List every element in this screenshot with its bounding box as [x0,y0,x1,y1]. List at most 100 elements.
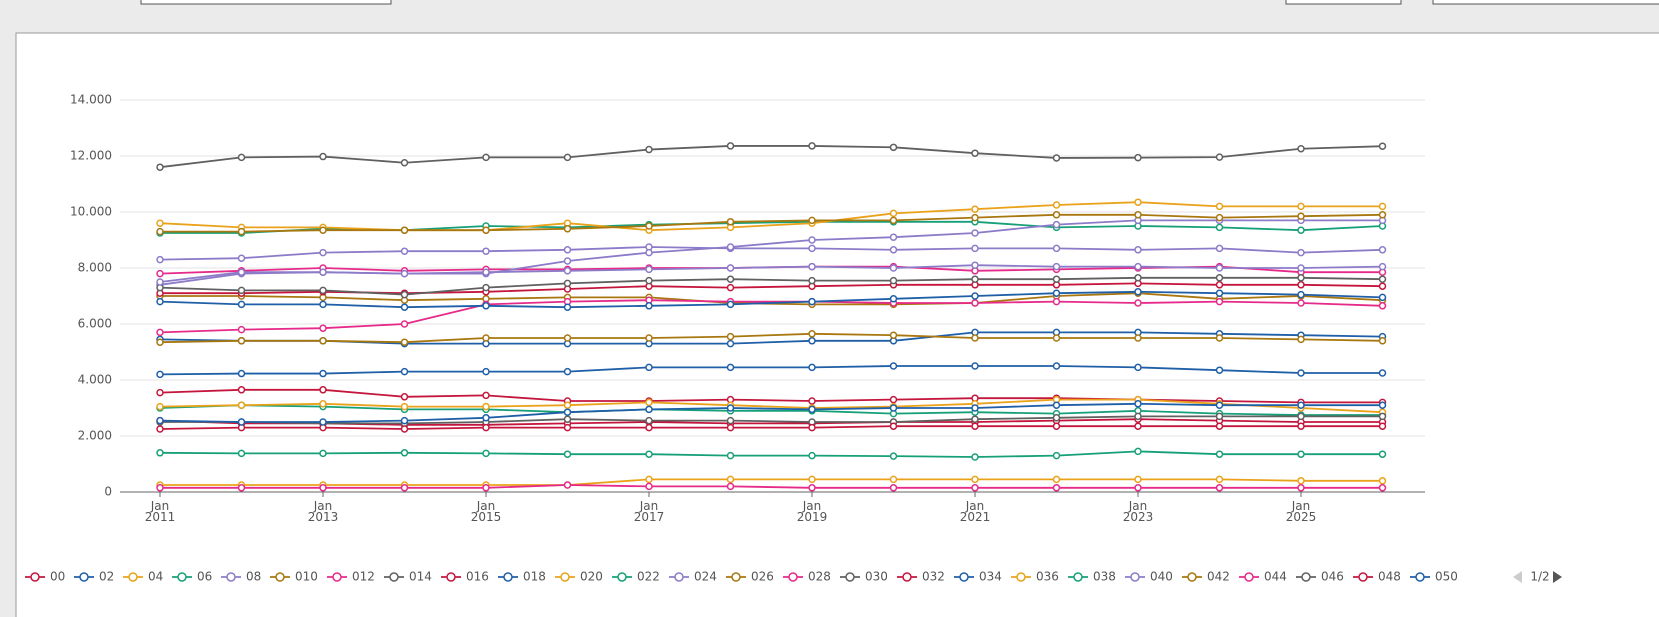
legend-item[interactable]: 06 [172,570,212,584]
series-line [159,450,1383,458]
point [645,450,653,458]
y-tick-label: 12.000 [70,149,112,163]
series-line [159,398,1383,414]
legend-label: 030 [865,570,888,584]
legend-item[interactable]: 042 [1182,570,1230,584]
legend-item[interactable]: 038 [1068,570,1116,584]
select-box[interactable] [1432,0,1659,5]
point [1052,211,1061,219]
point [563,153,572,162]
point [1378,302,1387,310]
legend-item[interactable]: 08 [221,570,261,584]
point [726,300,735,309]
point [400,290,409,299]
legend-marker [617,572,627,582]
legend-item[interactable]: 024 [669,570,717,584]
point [237,386,246,394]
point [482,302,490,310]
point [1378,450,1387,458]
legend-item[interactable]: 036 [1011,570,1059,584]
legend-next[interactable] [1553,571,1562,583]
point [808,236,816,244]
point [400,484,409,492]
point [319,484,327,492]
legend-label: 032 [922,570,945,584]
legend-label: 012 [352,570,375,584]
legend-marker [560,572,570,582]
point [482,226,490,234]
legend-item[interactable]: 044 [1239,570,1287,584]
legend-marker [1244,572,1254,582]
point [726,283,735,292]
point [645,482,653,491]
point [1297,422,1305,430]
legend: 00 02 04 06 08 010 012 014 016 018 020 022 024 026 028… [25,570,1458,584]
legend-item[interactable]: 034 [954,570,1002,584]
legend-item[interactable]: 030 [840,570,888,584]
point [400,393,409,401]
legend-item[interactable]: 02 [74,570,114,584]
legend-marker [128,572,138,582]
point [319,286,327,295]
legend-item[interactable]: 018 [498,570,546,584]
point [1134,262,1142,271]
legend-item[interactable]: 028 [783,570,831,584]
series-line [160,478,1383,486]
point [971,213,979,222]
legend-item[interactable]: 04 [123,570,163,584]
point [1215,366,1224,374]
legend-item[interactable]: 032 [897,570,945,584]
legend-item[interactable]: 020 [555,570,603,584]
point [889,395,898,404]
point [237,153,246,162]
legend-item[interactable]: 022 [612,570,660,584]
select-box[interactable] [1285,0,1402,5]
search-box[interactable] [140,0,392,5]
legend-item[interactable]: 040 [1125,570,1173,584]
legend-item[interactable]: 016 [441,570,489,584]
y-tick-label: 4.000 [78,373,112,387]
point [726,416,735,425]
point [400,269,409,278]
legend-item[interactable]: 012 [327,570,375,584]
legend-item[interactable]: 048 [1353,570,1401,584]
point [1378,412,1387,421]
point [808,423,816,432]
legend-item[interactable]: 00 [25,570,65,584]
point [482,414,490,422]
point [1215,484,1224,492]
point [726,404,735,412]
point [1378,422,1387,430]
legend-marker [1073,572,1083,582]
point [1297,299,1305,307]
series-line [159,299,1383,334]
point [971,244,979,253]
legend-item[interactable]: 014 [384,570,432,584]
point [1215,223,1224,232]
point [400,226,409,234]
point [237,337,246,345]
y-tick-label: 8.000 [78,261,112,275]
legend-item[interactable]: 026 [726,570,774,584]
legend-marker [1187,572,1197,582]
point [319,449,327,458]
series-line [159,290,1383,309]
point [971,484,979,492]
point [726,332,735,341]
point [1134,363,1142,372]
legend-item[interactable]: 046 [1296,570,1344,584]
point [1134,198,1142,206]
legend-item[interactable]: 050 [1410,570,1458,584]
legend-label: 026 [751,570,774,584]
legend-label: 034 [979,570,1002,584]
point [156,484,164,492]
legend-item[interactable]: 010 [270,570,318,584]
point [889,216,898,225]
legend-prev[interactable] [1513,571,1522,583]
y-tick-label: 6.000 [78,317,112,331]
legend-label: 024 [694,570,717,584]
point [1215,422,1224,430]
point [237,369,246,378]
legend-marker [503,572,513,582]
